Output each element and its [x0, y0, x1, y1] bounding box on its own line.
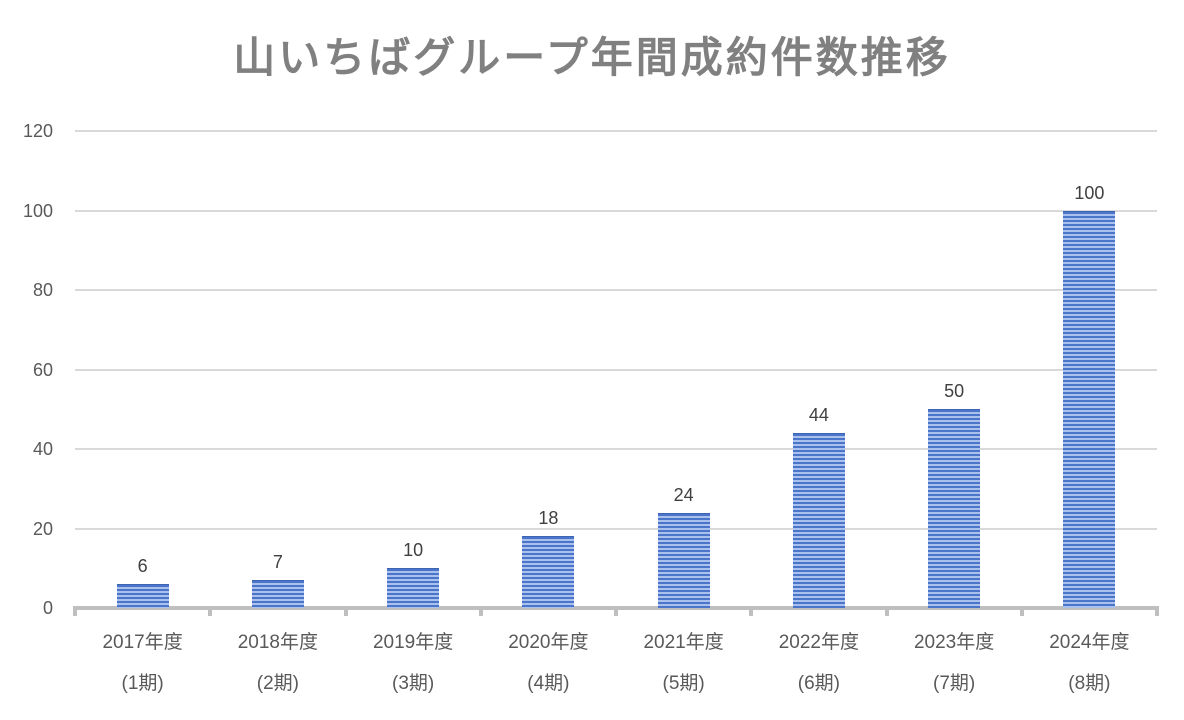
y-tick-label: 0 [42, 598, 53, 618]
y-tick-label: 100 [22, 200, 53, 221]
y-tick-label: 40 [32, 439, 53, 459]
x-category-label-year: 2024年度 [1049, 632, 1130, 653]
data-label: 44 [808, 405, 829, 426]
bar [387, 568, 440, 608]
x-category-label-period: (7期) [933, 673, 976, 694]
bar [116, 584, 169, 608]
gridline [75, 130, 1157, 132]
bar [251, 580, 304, 608]
gridline [75, 448, 1157, 450]
x-category-label-period: (3期) [392, 673, 435, 694]
x-tickmark [884, 606, 889, 616]
data-label: 50 [944, 381, 965, 402]
x-tickmark [1019, 606, 1024, 616]
x-category-label-period: (1期) [121, 673, 164, 694]
bar [792, 433, 845, 608]
bar [522, 536, 575, 608]
y-tick-label: 20 [32, 518, 53, 539]
data-label: 6 [137, 556, 148, 577]
x-tickmark [208, 606, 213, 616]
data-label: 7 [272, 552, 283, 573]
x-category-label-period: (6期) [797, 673, 840, 694]
gridline [75, 527, 1157, 530]
y-tick-label: 80 [32, 280, 53, 300]
x-category-label-period: (2期) [256, 673, 299, 694]
y-tick-label: 120 [22, 121, 53, 141]
data-label: 10 [403, 540, 424, 561]
x-category-label-year: 2022年度 [778, 632, 860, 653]
x-category-label-period: (5期) [662, 673, 705, 694]
x-category-label-period: (8期) [1068, 673, 1111, 694]
x-tickmark [478, 606, 483, 616]
bar [1063, 210, 1116, 608]
x-category-label-year: 2020年度 [508, 632, 589, 653]
x-category-label-year: 2023年度 [913, 632, 995, 653]
x-category-label-year: 2021年度 [643, 632, 724, 653]
x-category-label-year: 2017年度 [102, 632, 183, 653]
chart-title: 山いちばグループ年間成約件数推移 [233, 33, 951, 82]
x-category-label-year: 2019年度 [372, 632, 454, 653]
gridline [75, 209, 1157, 212]
x-category-label-year: 2018年度 [237, 632, 319, 653]
data-label: 18 [538, 508, 559, 529]
x-tickmark [749, 606, 754, 616]
x-tickmark [73, 606, 77, 616]
bar [928, 409, 981, 608]
data-label: 100 [1074, 182, 1105, 203]
gridline [75, 368, 1157, 371]
x-category-label-period: (4期) [527, 673, 570, 694]
bar [657, 512, 710, 608]
x-tickmark [343, 606, 348, 616]
gridline [75, 289, 1157, 291]
y-tick-label: 60 [32, 359, 53, 380]
data-label: 24 [673, 484, 694, 505]
x-tickmark [1155, 606, 1159, 616]
x-tickmark [614, 606, 618, 616]
